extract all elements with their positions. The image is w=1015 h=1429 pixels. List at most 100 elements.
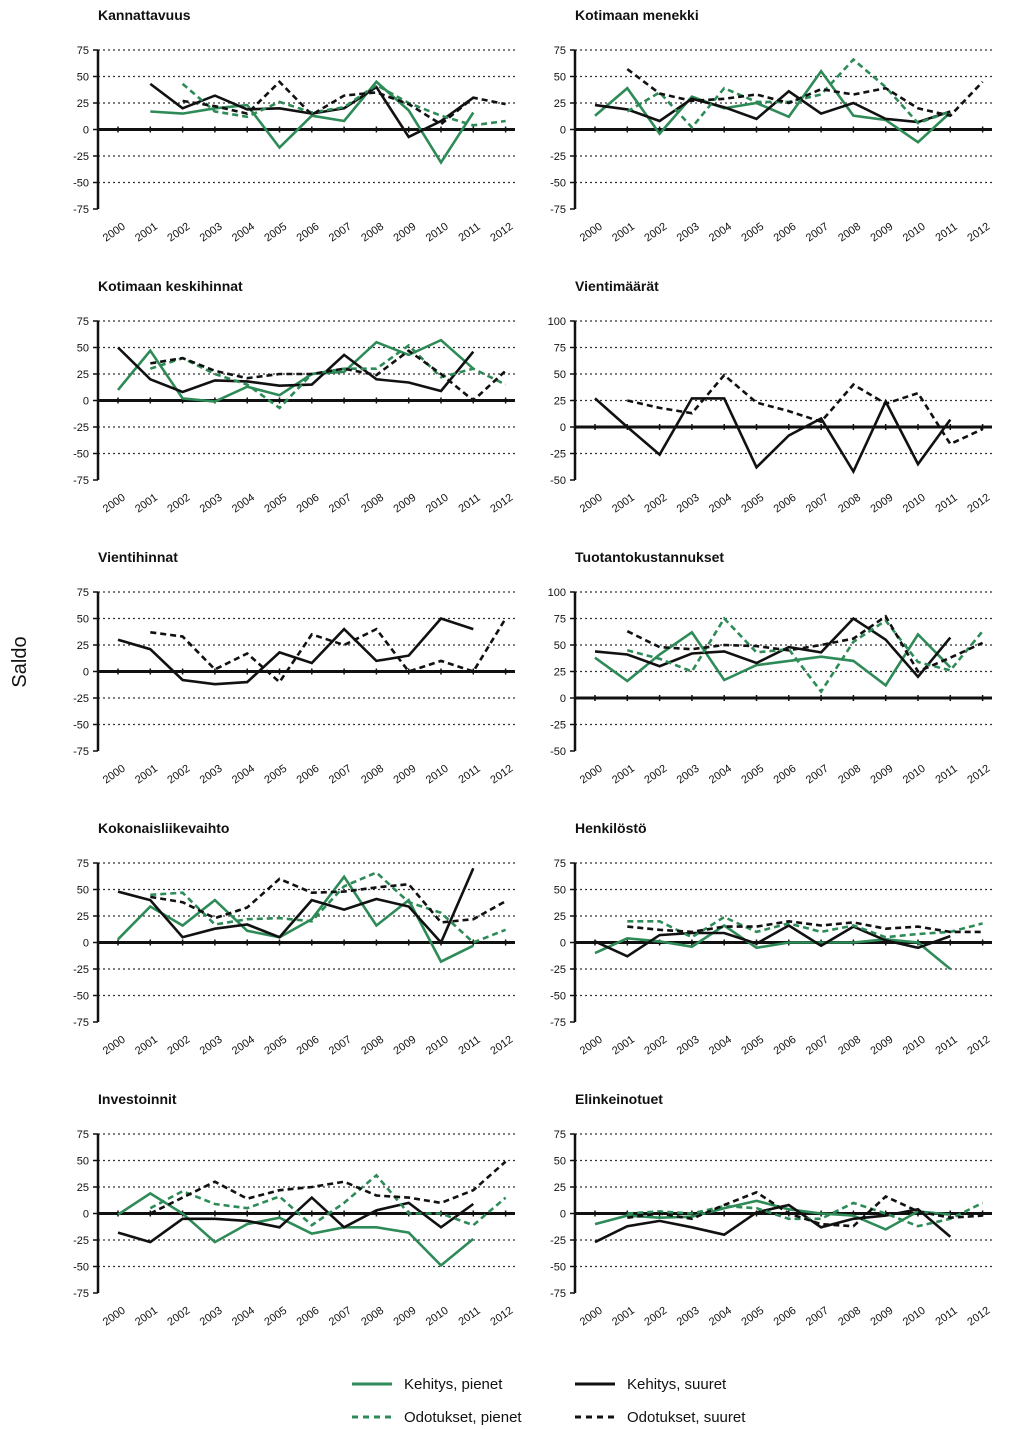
x-tick-label: 2010 [901,763,928,787]
x-tick-label: 2007 [804,763,831,787]
x-tick-label: 2000 [101,763,128,787]
x-tick-label: 2004 [707,221,734,245]
x-tick-label: 2000 [578,763,605,787]
x-tick-label: 2009 [392,492,419,516]
y-tick-label: 25 [554,667,566,679]
x-tick-label: 2003 [198,763,225,787]
y-tick-label: 0 [83,1209,89,1221]
legend-item-kehitys-pienet: Kehitys, pienet [352,1376,503,1393]
x-tick-label: 2000 [578,1305,605,1329]
x-tick-label: 2010 [901,1305,928,1329]
x-tick-label: 2005 [739,221,766,245]
series-line-odotukset-pienet [150,870,507,945]
y-tick-label: 75 [77,316,89,328]
y-tick-label: 0 [560,1209,566,1221]
x-tick-label: 2011 [456,492,482,515]
y-tick-label: 0 [83,938,89,950]
x-tick-label: 2000 [578,221,605,245]
series-line-kehitys-suuret [594,616,952,679]
x-tick-label: 2006 [772,492,799,516]
x-tick-label: 2005 [262,492,289,516]
legend-item-odotukset-suuret: Odotukset, suuret [575,1409,746,1426]
y-tick-label: 25 [554,1182,566,1194]
x-tick-label: 2001 [133,492,160,516]
x-tick-label: 2001 [610,763,637,787]
series-line-odotukset-suuret [149,1160,507,1215]
chart-kannattavuus: Kannattavuus 75 50 25 0 -25 -50 -75 2000 2001 2002… [73,7,515,244]
x-tick-label: 2010 [901,1034,928,1058]
x-tick-label: 2002 [165,1305,192,1329]
x-tick-label: 2001 [610,221,637,245]
x-tick-label: 2009 [869,763,896,787]
y-tick-label: 25 [554,98,566,110]
chart-investoinnit: Investoinnit 75 50 25 0 -25 -50 -75 2000 2001 2002… [73,1091,515,1328]
series-line-odotukset-suuret [626,614,984,674]
y-tick-label: 25 [77,369,89,381]
x-tick-label: 2003 [675,221,702,245]
y-tick-label: 50 [554,640,566,652]
chart-title: Investoinnit [98,1091,177,1107]
x-tick-label: 2003 [675,492,702,516]
x-tick-label: 2003 [675,1034,702,1058]
series-line-odotukset-pienet [626,616,984,694]
y-tick-label: -75 [73,746,89,758]
x-tick-label: 2012 [488,221,515,245]
y-tick-label: -75 [550,204,566,216]
x-tick-label: 2004 [707,1034,734,1058]
series-line-odotukset-suuret [627,373,984,446]
x-tick-label: 2012 [488,763,515,787]
x-tick-label: 2011 [933,492,959,515]
y-tick-label: -75 [73,1288,89,1300]
x-tick-label: 2007 [327,221,354,245]
x-tick-label: 2000 [578,1034,605,1058]
x-tick-label: 2012 [965,1034,992,1058]
x-tick-label: 2009 [869,1034,896,1058]
y-tick-label: -25 [73,964,89,976]
x-tick-label: 2007 [804,221,831,245]
x-tick-label: 2004 [707,763,734,787]
x-tick-label: 2009 [869,492,896,516]
chart-kotimaan-menekki: Kotimaan menekki 75 50 25 0 -25 -50 -75 2000 2001… [550,7,992,244]
y-tick-label: -25 [550,720,566,732]
x-tick-label: 2002 [165,221,192,245]
x-tick-label: 2003 [675,763,702,787]
x-tick-label: 2002 [642,221,669,245]
x-tick-label: 2000 [578,492,605,516]
x-tick-label: 2006 [772,763,799,787]
y-tick-label: -25 [550,151,566,163]
x-tick-label: 2008 [836,221,863,245]
x-tick-label: 2005 [262,1305,289,1329]
x-tick-label: 2008 [836,1305,863,1329]
x-tick-label: 2005 [262,221,289,245]
y-tick-label: 50 [554,369,566,381]
x-tick-label: 2006 [295,1305,322,1329]
y-tick-label: 25 [77,1182,89,1194]
x-tick-label: 2008 [359,1034,386,1058]
series-line-kehitys-suuret [594,923,951,958]
y-tick-label: 50 [554,1156,566,1168]
y-tick-label: 75 [554,858,566,870]
x-tick-label: 2011 [456,1034,482,1057]
x-tick-label: 2008 [359,492,386,516]
x-tick-label: 2012 [488,1034,515,1058]
series-line-odotukset-suuret [627,1190,983,1228]
chart-title: Kotimaan keskihinnat [98,278,243,294]
y-tick-label: -25 [73,151,89,163]
series-line-odotukset-pienet [149,1173,507,1227]
x-tick-label: 2010 [901,221,928,245]
x-tick-label: 2012 [488,1305,515,1329]
x-tick-label: 2002 [642,763,669,787]
x-tick-label: 2005 [262,763,289,787]
x-tick-label: 2003 [198,492,225,516]
y-tick-label: -50 [73,720,89,732]
x-tick-label: 2006 [772,1034,799,1058]
chart-title: Henkilöstö [575,820,647,836]
y-tick-label: 75 [554,343,566,355]
y-tick-label: 75 [554,614,566,626]
y-tick-label: 50 [554,72,566,84]
y-tick-label: -50 [73,1262,89,1274]
x-tick-label: 2007 [327,492,354,516]
